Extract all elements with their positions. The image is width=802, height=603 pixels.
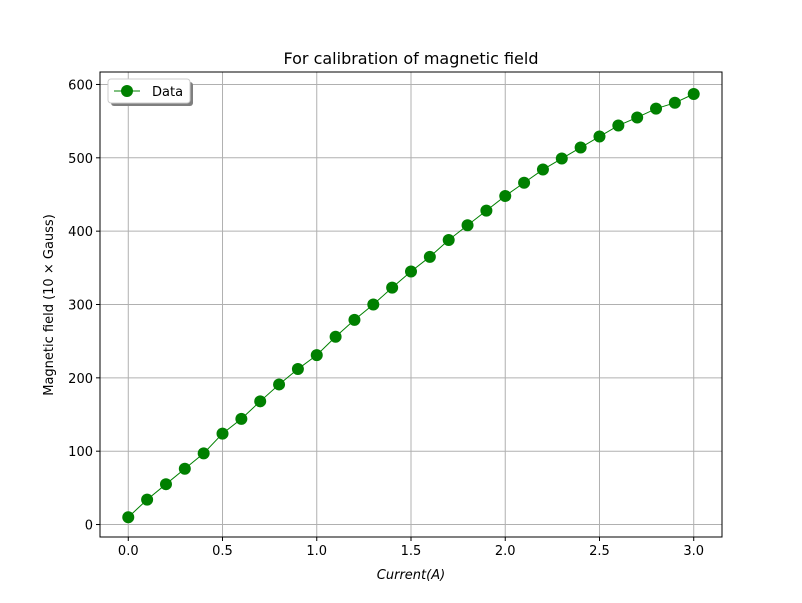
data-point bbox=[291, 363, 304, 376]
data-point bbox=[122, 511, 135, 524]
data-point bbox=[423, 250, 436, 263]
y-tick-label: 100 bbox=[68, 445, 93, 460]
data-point bbox=[631, 111, 644, 124]
data-point bbox=[141, 493, 154, 506]
y-tick-label: 200 bbox=[68, 372, 93, 387]
data-point bbox=[386, 281, 399, 294]
data-point bbox=[668, 96, 681, 109]
data-point bbox=[273, 378, 286, 391]
data-point bbox=[178, 462, 191, 475]
legend: Data bbox=[107, 78, 193, 106]
data-point bbox=[593, 130, 606, 143]
y-tick-label: 0 bbox=[85, 519, 93, 534]
x-tick-label: 2.5 bbox=[589, 544, 610, 559]
legend-label: Data bbox=[152, 85, 183, 100]
x-tick-label: 2.0 bbox=[495, 544, 516, 559]
grid bbox=[100, 72, 722, 537]
data-point bbox=[310, 349, 323, 362]
data-point bbox=[536, 163, 549, 176]
y-axis-label: Magnetic field (10 × Gauss) bbox=[42, 214, 57, 396]
data-point bbox=[499, 189, 512, 202]
data-point bbox=[461, 219, 474, 232]
y-tick-label: 300 bbox=[68, 299, 93, 314]
data-point bbox=[367, 298, 380, 311]
data-point bbox=[612, 119, 625, 132]
data-point bbox=[235, 412, 248, 425]
data-point bbox=[442, 233, 455, 246]
x-tick-label: 0.5 bbox=[212, 544, 233, 559]
y-tick-label: 400 bbox=[68, 225, 93, 240]
legend-marker bbox=[121, 85, 133, 97]
x-axis-label: Current(A) bbox=[377, 568, 445, 583]
data-point bbox=[405, 265, 417, 278]
legend-box bbox=[107, 78, 191, 104]
data-point bbox=[254, 395, 267, 408]
x-tick-label: 1.5 bbox=[401, 544, 422, 559]
data-point bbox=[480, 204, 493, 217]
data-point bbox=[687, 88, 700, 101]
data-point bbox=[650, 102, 663, 115]
x-tick-label: 1.0 bbox=[306, 544, 327, 559]
data-point bbox=[518, 176, 531, 189]
y-tick-label: 600 bbox=[68, 78, 93, 93]
data-point bbox=[574, 141, 587, 154]
x-tick-label: 0.0 bbox=[118, 544, 139, 559]
y-tick-label: 500 bbox=[68, 152, 93, 167]
data-point bbox=[329, 330, 342, 343]
series-data bbox=[122, 88, 700, 524]
data-point bbox=[348, 313, 361, 326]
data-point bbox=[197, 447, 210, 460]
data-point bbox=[555, 152, 568, 165]
data-point bbox=[159, 478, 172, 491]
axis-ticks: 0.0 0.5 1.0 1.5 2.0 2.5 3.0 0 100 200 300 400 500 600 bbox=[68, 78, 704, 559]
data-point bbox=[216, 427, 229, 440]
x-tick-label: 3.0 bbox=[683, 544, 704, 559]
chart-title: For calibration of magnetic field bbox=[283, 49, 538, 68]
